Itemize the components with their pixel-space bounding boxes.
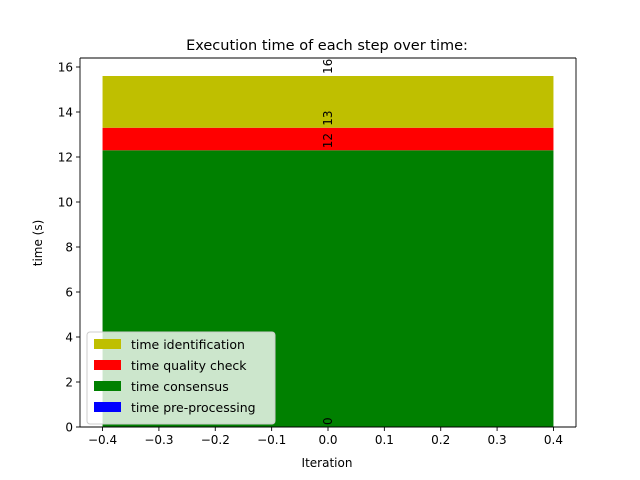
axes-layer: −0.4 −0.3 −0.2 −0.1 0.0 0.1 0.2 0.3 0.4 0 2 4 6 8 10 12… [58,57,577,447]
x-tick-label: 0.4 [544,433,563,447]
x-tick-label: −0.2 [201,433,230,447]
y-tick-label: 4 [65,331,73,345]
bar-segment-time-quality-check [102,127,554,151]
legend-swatch-time-quality-check [94,360,121,370]
bar-value-label: 0 [321,417,335,425]
x-tick-label: 0.3 [488,433,507,447]
y-tick-label: 12 [58,151,73,165]
x-tick-label: −0.1 [257,433,286,447]
x-tick-label: 0.0 [318,433,337,447]
x-tick-label: 0.1 [375,433,394,447]
x-tick-label: −0.4 [88,433,117,447]
y-tick-label: 14 [58,106,73,120]
legend-swatch-time-pre-processing [94,402,121,412]
bar-value-label: 13 [321,110,335,125]
legend-entry-label: time pre-processing [131,400,256,415]
x-tick-label: −0.3 [144,433,173,447]
y-tick-label: 8 [65,241,73,255]
legend: time identification time quality check tim… [86,331,276,425]
x-axis-label: Iteration [302,456,353,470]
y-tick-label: 10 [58,196,73,210]
y-tick-label: 2 [65,376,73,390]
bar-segment-time-identification [102,76,554,128]
legend-entry-label: time quality check [131,358,247,373]
bar-value-label: 12 [321,133,335,148]
y-tick-label: 6 [65,286,73,300]
y-axis-label: time (s) [31,220,45,267]
legend-box [86,331,276,425]
bar-value-label: 16 [321,59,335,74]
legend-entry-label: time consensus [131,379,229,394]
legend-entry-label: time identification [131,337,245,352]
bar-labels-layer: 0 12 13 16 [321,59,335,425]
legend-swatch-time-identification [94,339,121,349]
chart-title: Execution time of each step over time: [186,38,468,54]
x-tick-label: 0.2 [431,433,450,447]
y-tick-label: 0 [65,421,73,435]
y-tick-label: 16 [58,61,73,75]
legend-swatch-time-consensus [94,381,121,391]
